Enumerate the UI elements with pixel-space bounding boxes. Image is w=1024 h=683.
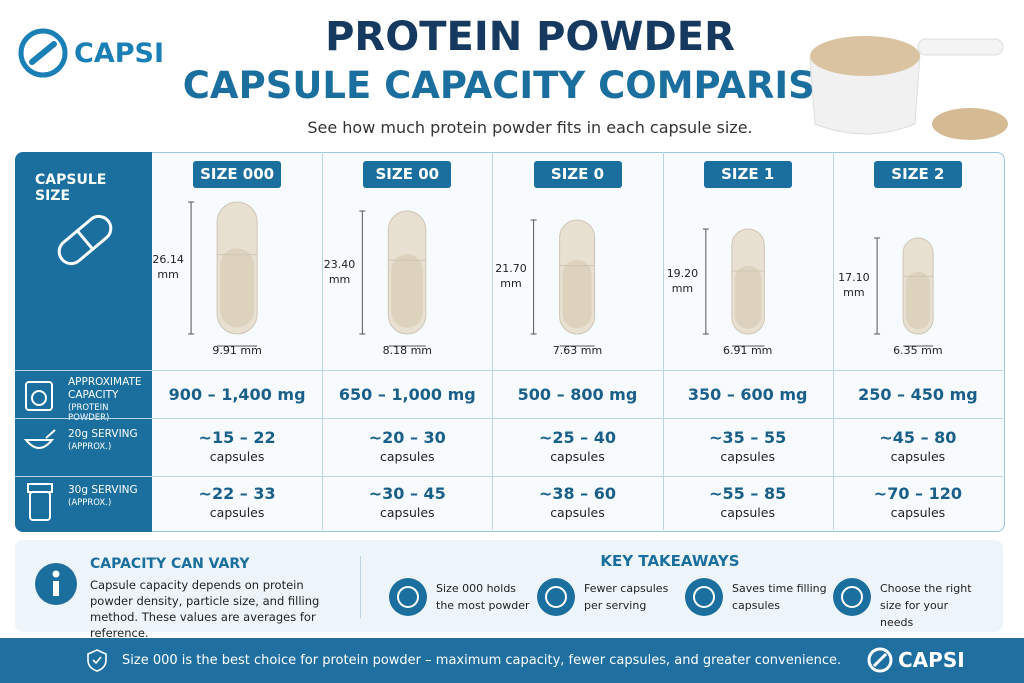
note-title: CAPACITY CAN VARY bbox=[90, 556, 250, 572]
row-header-label: 20g SERVING bbox=[68, 428, 138, 440]
row-header-sub: (APPROX.) bbox=[68, 442, 112, 452]
size-badge: SIZE 1 bbox=[703, 161, 792, 188]
takeaway-text: Fewer capsules per serving bbox=[584, 582, 669, 612]
capacity: 350 – 600 mg bbox=[687, 385, 808, 404]
column-line bbox=[492, 152, 494, 530]
row-header-sub: (APPROX.) bbox=[68, 498, 112, 508]
note-text: Capsule capacity depends on protein powd… bbox=[90, 578, 320, 640]
length-label: 26.14 mm bbox=[152, 253, 184, 281]
serving-count: ~30 – 45 bbox=[368, 484, 446, 503]
row-line bbox=[15, 418, 1003, 419]
length-label: 19.20 mm bbox=[666, 266, 699, 295]
length-label: 21.70 mm bbox=[495, 262, 527, 290]
serving-unit: capsules bbox=[379, 505, 435, 520]
serving-count: ~35 – 55 bbox=[709, 428, 787, 447]
capacity: 250 – 450 mg bbox=[858, 385, 978, 404]
capsule-drawing bbox=[359, 210, 427, 347]
size-badge: SIZE 2 bbox=[873, 161, 962, 188]
capsule-drawing bbox=[873, 237, 934, 347]
brand-logo bbox=[18, 28, 68, 78]
takeaway-icon bbox=[537, 578, 575, 616]
size-badge: SIZE 00 bbox=[363, 161, 452, 188]
serving-unit: capsules bbox=[890, 449, 946, 464]
info-icon bbox=[35, 563, 77, 605]
length-label: 23.40 mm bbox=[323, 257, 356, 286]
header-column bbox=[15, 152, 152, 532]
serving-count: ~38 – 60 bbox=[538, 484, 617, 503]
serving-unit: capsules bbox=[379, 449, 435, 464]
serving-unit: capsules bbox=[209, 449, 265, 464]
serving-unit: capsules bbox=[720, 505, 775, 520]
serving-unit: capsules bbox=[209, 505, 265, 520]
brand: CAPSI bbox=[74, 38, 164, 69]
serving-unit: capsules bbox=[890, 505, 946, 520]
capacity: 500 – 800 mg bbox=[517, 385, 638, 404]
takeaway-text: Size 000 holds the most powder bbox=[436, 582, 530, 612]
row-header-label: 30g SERVING bbox=[68, 484, 138, 496]
footer-brand: CAPSI bbox=[898, 648, 965, 672]
length-label: 17.10 mm bbox=[838, 271, 870, 299]
capsule-drawing bbox=[530, 219, 596, 347]
table bbox=[15, 152, 1005, 532]
width-label: 6.91 mm bbox=[722, 344, 773, 357]
width-label: 8.18 mm bbox=[382, 344, 432, 357]
takeaway-icon bbox=[685, 578, 723, 616]
takeaway-text: Choose the right size for your needs bbox=[880, 582, 972, 629]
title-line1: PROTEIN POWDER bbox=[325, 14, 735, 60]
divider bbox=[360, 556, 361, 618]
title-line2: CAPSULE CAPACITY COMPARISON bbox=[182, 64, 878, 107]
takeaway-text: Saves time filling capsules bbox=[732, 582, 827, 612]
shield-icon bbox=[87, 649, 107, 672]
serving-unit: capsules bbox=[720, 449, 775, 464]
width-label: 9.91 mm bbox=[212, 344, 262, 357]
footer-logo bbox=[867, 647, 893, 673]
subtitle: See how much protein powder fits in each… bbox=[307, 118, 753, 137]
takeaway-icon bbox=[833, 578, 871, 616]
row-header-sub: (PROTEIN POWDER) bbox=[68, 403, 110, 423]
column-line bbox=[832, 152, 834, 530]
row-header-label: APPROXIMATE CAPACITY bbox=[68, 376, 142, 401]
column-line bbox=[662, 152, 664, 530]
capacity: 900 – 1,400 mg bbox=[168, 385, 306, 404]
serving-count: ~70 – 120 bbox=[873, 484, 962, 503]
serving-count: ~22 – 33 bbox=[198, 484, 276, 503]
scoop-image bbox=[809, 36, 1008, 140]
takeaways-title: KEY TAKEAWAYS bbox=[600, 552, 740, 570]
serving-unit: capsules bbox=[550, 505, 605, 520]
row-icons bbox=[23, 381, 56, 521]
serving-count: ~45 – 80 bbox=[879, 428, 957, 447]
serving-count: ~25 – 40 bbox=[538, 428, 617, 447]
width-label: 7.63 mm bbox=[552, 344, 603, 357]
size-badge: SIZE 000 bbox=[193, 161, 282, 188]
size-badge: SIZE 0 bbox=[533, 161, 622, 188]
capsule-drawing bbox=[188, 201, 258, 347]
width-label: 6.35 mm bbox=[893, 344, 943, 357]
footer-text: Size 000 is the best choice for protein … bbox=[122, 653, 842, 668]
row-line bbox=[15, 370, 1003, 371]
serving-count: ~55 – 85 bbox=[709, 484, 787, 503]
serving-count: ~15 – 22 bbox=[198, 428, 276, 447]
corner-label: CAPSULE SIZE bbox=[35, 172, 107, 204]
capsule-icon bbox=[57, 214, 113, 266]
capsule-drawing bbox=[702, 228, 765, 347]
column-line bbox=[322, 152, 324, 530]
row-line bbox=[15, 476, 1003, 477]
footer-bar bbox=[0, 638, 1024, 683]
capacity: 650 – 1,000 mg bbox=[338, 385, 476, 404]
serving-count: ~20 – 30 bbox=[368, 428, 446, 447]
serving-unit: capsules bbox=[550, 449, 605, 464]
takeaway-icon bbox=[389, 578, 427, 616]
